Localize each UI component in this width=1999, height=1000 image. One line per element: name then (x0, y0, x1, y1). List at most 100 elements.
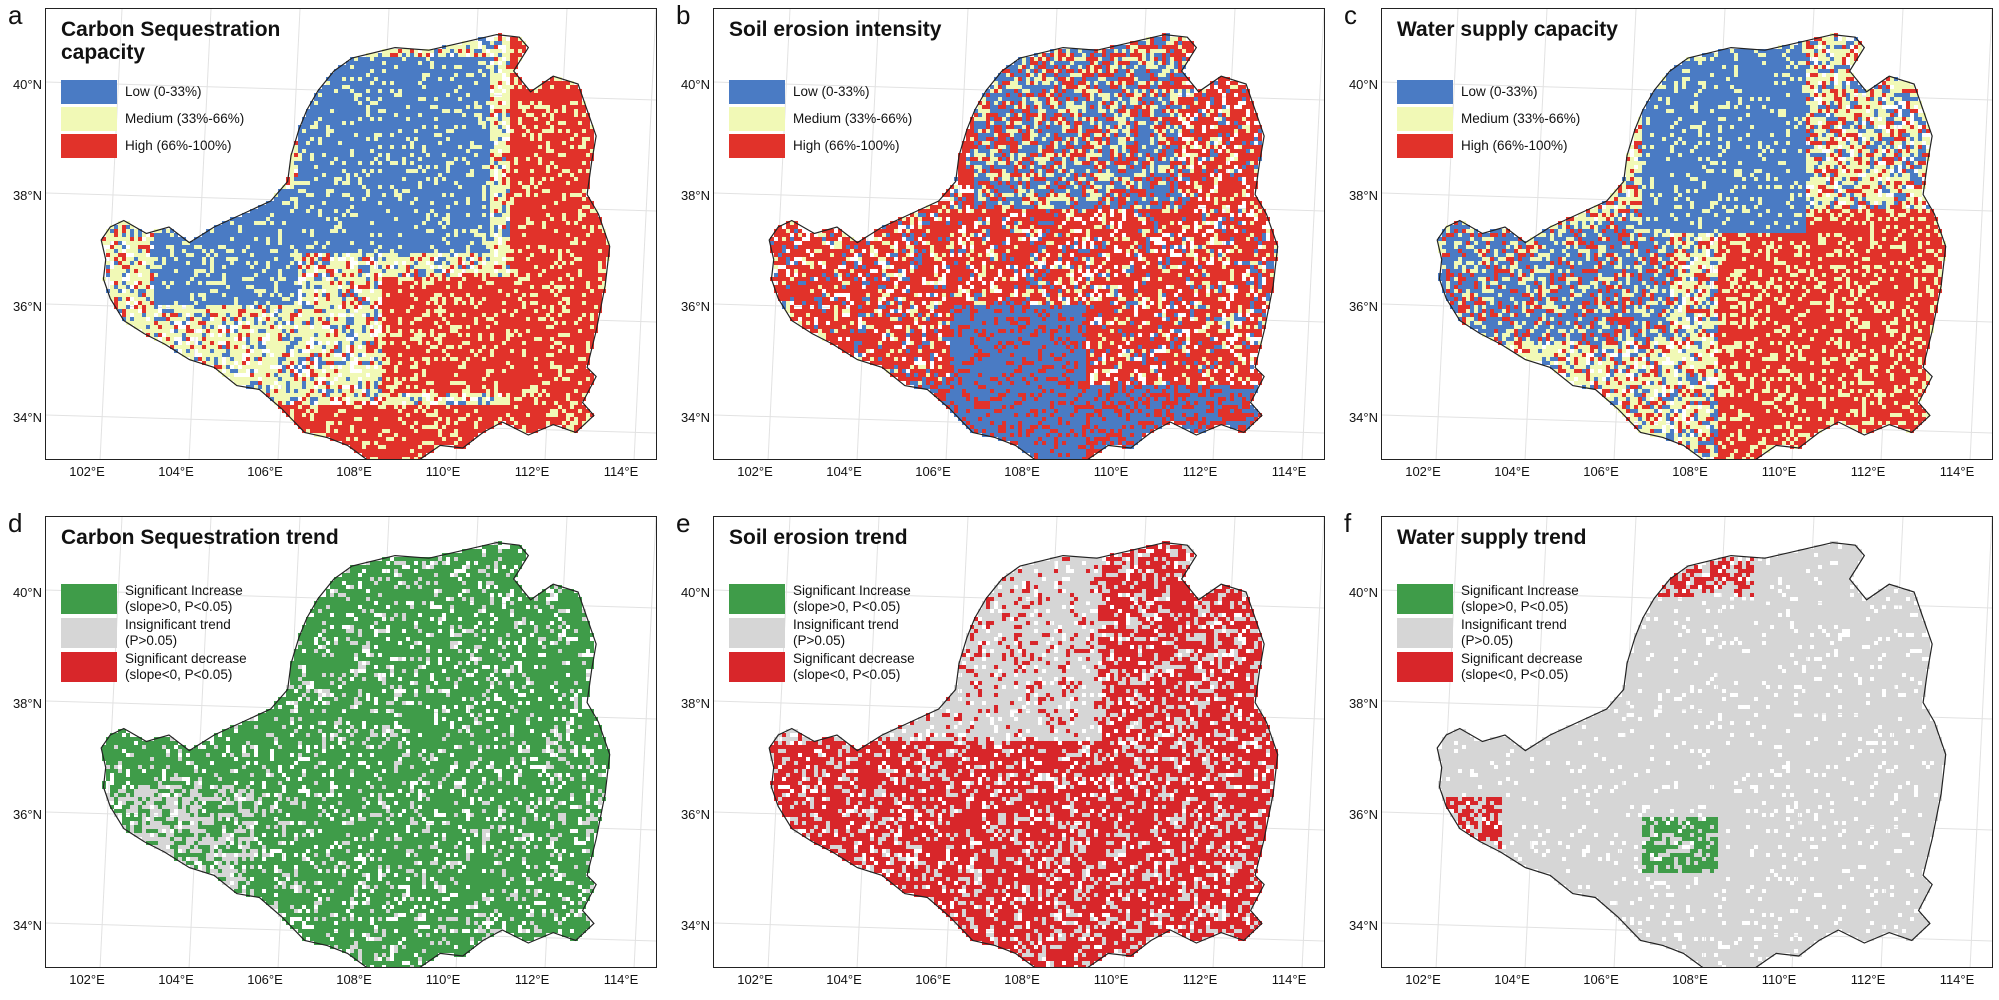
longitude-label: 110°E (1761, 972, 1797, 987)
longitude-label: 102°E (1405, 464, 1441, 479)
longitude-label: 110°E (1093, 972, 1129, 987)
map-panel-f: f Water supply trend Significant Increase … (1336, 508, 1993, 987)
longitude-label: 104°E (158, 972, 194, 987)
longitude-label: 112°E (514, 972, 550, 987)
panel-letter: f (1344, 508, 1352, 538)
map-raster (1438, 33, 1946, 459)
legend-label: Insignificant trend (P>0.05) (125, 617, 231, 648)
legend-swatch (1397, 652, 1453, 682)
legend-label: Significant Increase (slope>0, P<0.05) (125, 583, 243, 614)
legend-swatch (729, 652, 785, 682)
latitude-label: 38°N (12, 696, 42, 711)
graticule-meridian (856, 517, 880, 967)
latitude-label: 40°N (1348, 77, 1378, 92)
legend-label: Medium (33%-66%) (1461, 111, 1581, 126)
latitude-label: 38°N (12, 188, 42, 203)
legend-swatch (61, 80, 117, 104)
graticule-meridian (1524, 9, 1548, 459)
raster-class-1 (1438, 37, 1930, 457)
longitude-label: 102°E (737, 464, 773, 479)
longitude-label: 114°E (1939, 464, 1975, 479)
longitude-label: 112°E (1850, 972, 1886, 987)
raster-class-3 (1442, 33, 1946, 459)
raster-class-2 (1438, 33, 1946, 459)
longitude-label: 102°E (737, 972, 773, 987)
map-panel-b: b Soil erosion intensity Low (0-33%) Medium… (668, 0, 1325, 479)
legend-swatch (61, 584, 117, 614)
longitude-label: 112°E (514, 464, 550, 479)
graticule-meridian (633, 517, 656, 967)
map-panel-a: a Carbon Sequestration capacity Low (0-33%… (0, 0, 657, 479)
legend-swatch (61, 618, 117, 648)
legend-label: High (66%-100%) (125, 138, 232, 153)
map-raster (102, 33, 610, 459)
region-boundary (1436, 541, 1947, 967)
longitude-label: 110°E (425, 972, 461, 987)
latitude-label: 34°N (12, 410, 42, 425)
longitude-label: 108°E (336, 972, 372, 987)
raster-class-1 (770, 33, 1278, 459)
graticule-meridian (1301, 9, 1324, 459)
graticule-meridian (1969, 517, 1992, 967)
map-raster (770, 541, 1278, 967)
panel-title: Carbon Sequestration capacity (61, 18, 281, 64)
longitude-label: 112°E (1182, 972, 1218, 987)
map-frame (1381, 516, 1993, 968)
legend-label: Medium (33%-66%) (125, 111, 245, 126)
longitude-label: 104°E (826, 972, 862, 987)
legend-swatch (1397, 584, 1453, 614)
latitude-label: 36°N (12, 299, 42, 314)
map-canvas (46, 517, 656, 967)
map-frame (713, 516, 1325, 968)
latitude-label: 34°N (12, 918, 42, 933)
graticule-meridian (188, 517, 212, 967)
longitude-label: 114°E (1271, 972, 1307, 987)
latitude-label: 38°N (680, 188, 710, 203)
raster-class-3 (770, 33, 1278, 459)
legend-label: Significant decrease (slope<0, P<0.05) (793, 651, 915, 682)
longitude-label: 108°E (1672, 464, 1708, 479)
region-boundary (100, 33, 611, 459)
panel-title: Soil erosion intensity (729, 18, 942, 41)
latitude-label: 40°N (1348, 585, 1378, 600)
latitude-label: 40°N (12, 77, 42, 92)
latitude-label: 36°N (680, 299, 710, 314)
map-panel-e: e Soil erosion trend Significant Increase … (668, 508, 1325, 987)
longitude-label: 102°E (69, 464, 105, 479)
panel-title: Soil erosion trend (729, 526, 908, 549)
legend-label: Significant Increase (slope>0, P<0.05) (1461, 583, 1579, 614)
longitude-label: 106°E (915, 464, 951, 479)
panel-letter: d (8, 508, 23, 538)
map-canvas (46, 9, 656, 459)
graticule-parallel (1382, 414, 1992, 434)
longitude-label: 104°E (158, 464, 194, 479)
longitude-label: 106°E (1583, 972, 1619, 987)
latitude-label: 38°N (680, 696, 710, 711)
latitude-label: 40°N (680, 77, 710, 92)
latitude-label: 38°N (1348, 696, 1378, 711)
map-panel-d: d Carbon Sequestration trend Significant I… (0, 508, 657, 987)
legend-swatch (61, 107, 117, 131)
panel-title: Carbon Sequestration trend (61, 526, 339, 549)
longitude-label: 106°E (247, 972, 283, 987)
latitude-label: 38°N (1348, 188, 1378, 203)
latitude-label: 36°N (680, 807, 710, 822)
longitude-label: 110°E (1093, 464, 1129, 479)
graticule-meridian (1524, 517, 1548, 967)
legend-label: Low (0-33%) (1461, 84, 1538, 99)
map-frame (713, 8, 1325, 460)
legend-swatch (729, 618, 785, 648)
map-raster (102, 541, 610, 967)
map-panel-c: c Water supply capacity Low (0-33%) Medium … (1336, 0, 1993, 479)
graticule-meridian (1301, 517, 1324, 967)
legend-swatch (729, 134, 785, 158)
legend-label: Significant decrease (slope<0, P<0.05) (1461, 651, 1583, 682)
longitude-label: 114°E (603, 464, 639, 479)
map-frame (45, 8, 657, 460)
graticule-meridian (633, 9, 656, 459)
longitude-label: 106°E (1583, 464, 1619, 479)
graticule-meridian (188, 9, 212, 459)
longitude-label: 114°E (1939, 972, 1975, 987)
graticule-meridian (856, 9, 880, 459)
